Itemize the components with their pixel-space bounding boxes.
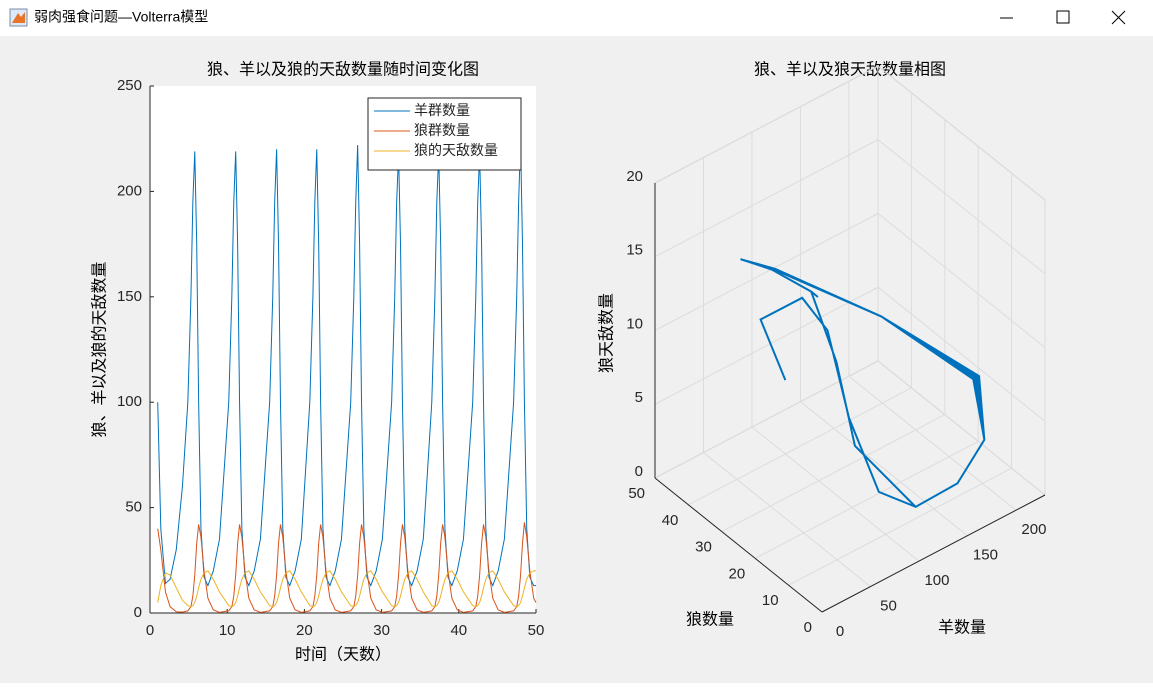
grid-line <box>800 401 968 537</box>
grid-line <box>654 139 879 258</box>
maximize-button[interactable] <box>1056 10 1070 24</box>
grid-line <box>877 65 1046 201</box>
x-tick-label: 50 <box>528 622 545 639</box>
z-axis-label: 狼天敌数量 <box>597 293 616 373</box>
y-tick-label: 200 <box>117 182 142 199</box>
x-tick-label: 30 <box>373 622 390 639</box>
y-tick-label: 100 <box>117 393 142 410</box>
x-tick-label: 100 <box>924 572 949 589</box>
plot-area <box>150 86 536 613</box>
x-tick-label: 150 <box>973 547 998 564</box>
window-title: 弱肉强食问题—Volterra模型 <box>34 9 208 25</box>
phase-curve <box>740 258 986 509</box>
grid-line <box>877 139 1046 275</box>
series-line <box>157 570 536 608</box>
x-tick-label: 50 <box>880 598 897 615</box>
grid-line <box>848 375 1017 511</box>
grid-line <box>788 467 1012 586</box>
y-axis-label: 狼、羊以及狼的天敌数量 <box>90 261 109 437</box>
grid-line <box>703 452 871 587</box>
z-tick-label: 5 <box>635 389 643 406</box>
app-icon <box>9 8 28 27</box>
grid-line <box>877 360 1046 496</box>
grid-line <box>754 440 979 559</box>
chart-title: 狼、羊以及狼的天敌数量随时间变化图 <box>207 60 479 79</box>
legend-label: 羊群数量 <box>414 103 470 119</box>
y-tick-label: 0 <box>804 619 812 636</box>
x-tick-label: 10 <box>219 622 236 639</box>
grid-line <box>877 286 1046 422</box>
x-tick-label: 40 <box>450 622 467 639</box>
series-line <box>157 522 537 613</box>
x-tick-label: 0 <box>836 623 844 640</box>
z-tick-label: 15 <box>626 242 643 259</box>
close-button[interactable] <box>1111 10 1126 25</box>
legend-label: 狼的天敌数量 <box>414 143 498 159</box>
y-axis <box>654 477 823 613</box>
x-tick-label: 20 <box>296 622 313 639</box>
y-tick-label: 50 <box>628 485 645 502</box>
y-tick-label: 20 <box>729 565 746 582</box>
y-tick-label: 50 <box>125 499 142 516</box>
x-tick-label: 0 <box>146 622 154 639</box>
chart-title: 狼、羊以及狼天敌数量相图 <box>754 60 946 79</box>
grid-line <box>654 286 879 405</box>
y-tick-label: 250 <box>117 77 142 94</box>
z-tick-label: 10 <box>626 315 643 332</box>
y-tick-label: 40 <box>662 512 679 529</box>
y-tick-label: 150 <box>117 288 142 305</box>
grid-line <box>688 387 912 506</box>
grid-line <box>654 65 879 184</box>
x-tick-label: 200 <box>1021 521 1046 538</box>
grid-line <box>877 213 1046 348</box>
y-tick-label: 30 <box>695 539 712 556</box>
x-axis-label: 羊数量 <box>938 618 986 637</box>
z-tick-label: 20 <box>626 168 643 185</box>
y-tick-label: 10 <box>762 592 779 609</box>
x-axis <box>821 494 1046 613</box>
x-axis-label: 时间（天数） <box>295 645 391 664</box>
legend-label: 狼群数量 <box>414 123 470 139</box>
y-tick-label: 0 <box>134 604 142 621</box>
title-bar <box>0 0 1153 36</box>
z-tick-label: 0 <box>635 463 643 480</box>
legend-box <box>367 97 522 171</box>
grid-line <box>721 414 946 533</box>
grid-line <box>751 426 920 562</box>
y-axis-label: 狼数量 <box>686 610 734 629</box>
grid-line <box>654 213 879 331</box>
